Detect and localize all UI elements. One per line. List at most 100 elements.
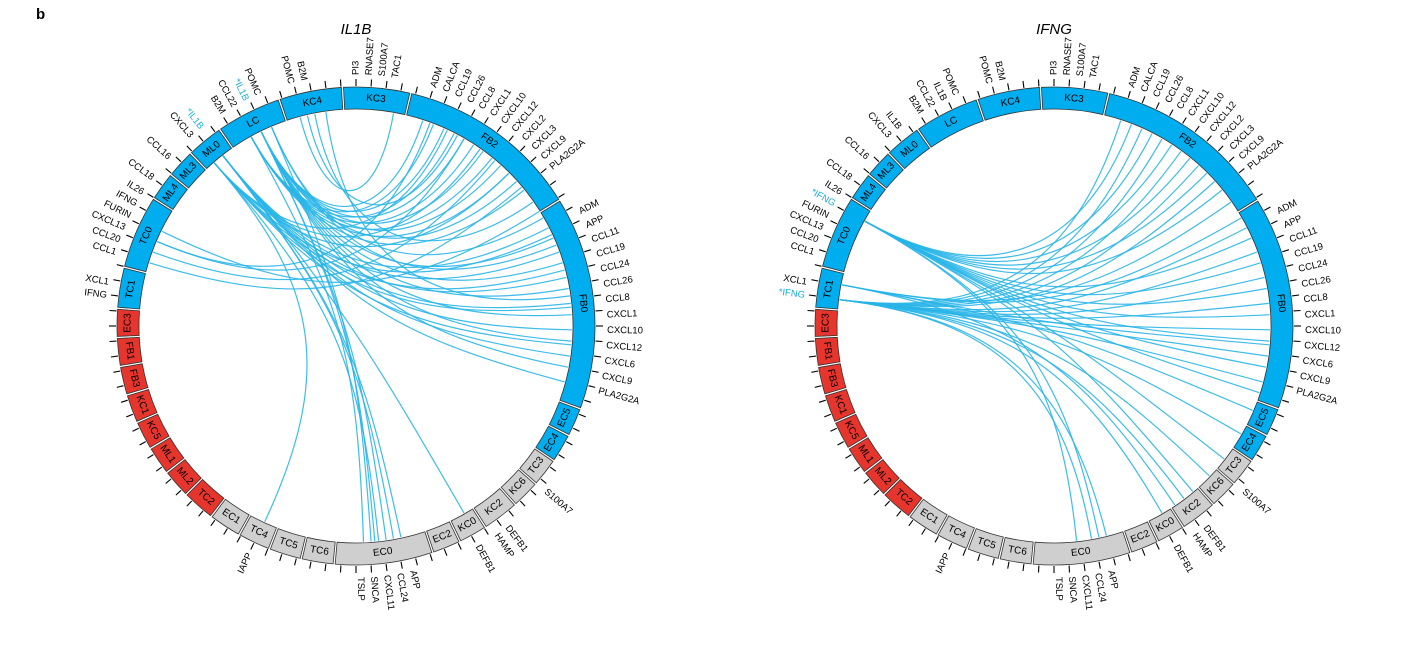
segment-kc0 <box>1148 508 1183 542</box>
segment-ec1 <box>211 498 250 535</box>
tick-mark <box>113 279 121 282</box>
gene-label-tslp: TSLP <box>355 577 366 601</box>
link-277-to-24 <box>839 128 1143 305</box>
tick-mark <box>1247 180 1255 186</box>
tick-mark <box>443 548 448 556</box>
link-352-to-82 <box>325 112 570 301</box>
tick-mark <box>139 441 146 446</box>
segment-kc1 <box>824 388 856 422</box>
tick-mark <box>594 355 602 358</box>
segment-ml1 <box>150 437 185 473</box>
tick-mark <box>429 554 433 562</box>
tick-mark <box>385 80 388 88</box>
tick-mark <box>236 109 241 116</box>
gene-label-ifng: IFNG <box>84 287 108 301</box>
segment-ml1 <box>848 437 883 473</box>
segment-label-lc: LC <box>245 115 261 131</box>
gene-label-cxcl10: CXCL10 <box>1305 325 1341 337</box>
link-277-to-166 <box>839 299 1107 536</box>
tick-mark <box>594 294 602 297</box>
tick-mark <box>294 558 297 566</box>
tick-mark <box>591 370 599 373</box>
tick-mark <box>147 193 154 198</box>
tick-mark <box>1141 96 1146 104</box>
circos-diagram-ifng: IFNG KC3FB2FB0EC5EC4TC3KC6KC2KC0EC2EC0TC… <box>778 21 1341 611</box>
segment-lc <box>220 99 286 148</box>
tick-mark <box>471 109 476 116</box>
tick-mark <box>186 500 193 507</box>
gene-label-ccl8: CCL8 <box>605 292 630 305</box>
tick-mark <box>147 454 154 459</box>
tick-mark <box>279 554 283 562</box>
tick-mark <box>116 385 124 388</box>
tick-mark <box>578 234 586 239</box>
segment-kc0 <box>450 508 485 542</box>
gene-label-ccl24: CCL24 <box>1297 257 1328 274</box>
tick-mark <box>572 427 580 432</box>
link-281-to-113 <box>841 284 1254 411</box>
gene-label-ccl26: CCL26 <box>603 274 634 290</box>
link-277-to-143 <box>839 299 1185 499</box>
segment-tc2 <box>186 478 225 517</box>
tick-mark <box>210 125 216 133</box>
gene-label-ccl19: CCL19 <box>1293 241 1324 260</box>
gene-label-b2m: B2M <box>294 60 309 81</box>
segment-label-ec3: EC3 <box>820 313 831 333</box>
tick-mark <box>1286 264 1294 267</box>
tick-mark <box>385 564 388 572</box>
gene-label-ccl24: CCL24 <box>1092 572 1108 603</box>
tick-mark <box>508 135 514 142</box>
gene-label-s100a7: S100A7 <box>542 487 575 517</box>
segment-ml3 <box>171 153 206 189</box>
gene-label-iapp: IAPP <box>934 551 953 575</box>
tick-mark <box>1289 279 1297 282</box>
tick-mark <box>113 370 121 373</box>
tick-mark <box>824 234 832 239</box>
segment-ec4 <box>1233 425 1267 461</box>
link-334-to-101 <box>260 131 569 368</box>
link-319-to-174 <box>213 162 380 541</box>
segment-fb3 <box>120 363 149 395</box>
tick-mark <box>908 519 914 527</box>
segment-kc2 <box>473 487 515 527</box>
tick-mark <box>324 80 327 88</box>
tick-mark <box>198 510 204 517</box>
tick-mark <box>1127 90 1131 98</box>
link-299-to-51 <box>864 189 1223 275</box>
segment-ml4 <box>153 175 188 210</box>
tick-mark <box>279 90 283 98</box>
gene-label-iapp: IAPP <box>236 551 255 575</box>
tick-mark <box>1264 206 1271 211</box>
gene-label-cxcl12: CXCL12 <box>606 340 643 354</box>
link-319-to-25 <box>213 129 448 229</box>
segment-label-tc5: TC5 <box>278 536 300 552</box>
segment-kc4 <box>977 87 1042 121</box>
tick-mark <box>934 536 939 543</box>
segment-ec1 <box>909 498 948 535</box>
tick-mark <box>165 168 172 174</box>
link-319-to-65 <box>213 162 553 273</box>
links-group <box>149 112 573 542</box>
link-299-to-128 <box>864 220 1225 460</box>
gene-label-pomc: POMC <box>278 55 296 86</box>
segment-fb3 <box>818 363 847 395</box>
gene-label-tac1: TAC1 <box>1088 54 1103 79</box>
tick-mark <box>1289 370 1297 373</box>
tick-mark <box>175 156 182 163</box>
tick-mark <box>496 125 502 133</box>
segment-label-tc6: TC6 <box>309 544 330 558</box>
tick-mark <box>814 385 822 388</box>
link-331-to-178 <box>250 136 365 542</box>
tick-mark <box>309 561 312 569</box>
gene-label-ifng: *IFNG <box>778 287 806 301</box>
tick-mark <box>1256 454 1263 459</box>
segments-group: KC3FB2FB0EC5EC4TC3KC6KC2KC0EC2EC0TC6TC5T… <box>814 86 1294 566</box>
gene-label-cxcl6: CXCL6 <box>604 355 636 370</box>
segment-tc0 <box>124 198 173 273</box>
tick-mark <box>1113 86 1116 94</box>
gene-label-snca: SNCA <box>1066 576 1079 604</box>
tick-mark <box>264 96 269 104</box>
link-349-to-55 <box>314 113 534 242</box>
tick-mark <box>1098 83 1101 91</box>
tick-mark <box>530 156 537 163</box>
